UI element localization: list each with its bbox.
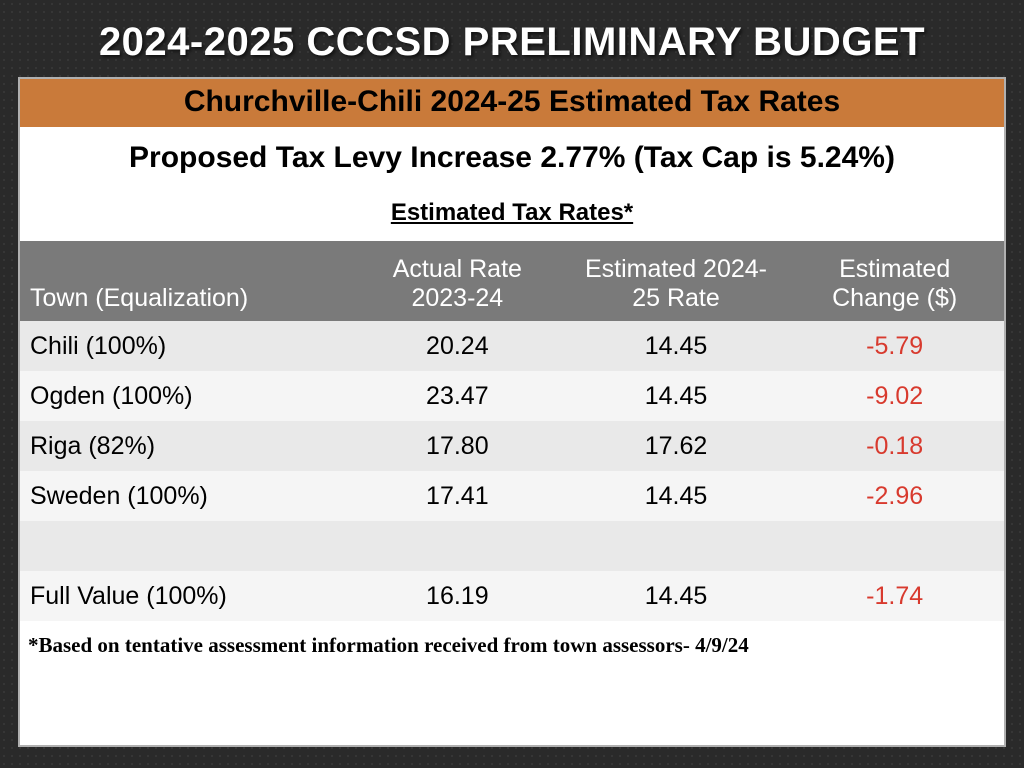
tax-rates-table: Town (Equalization) Actual Rate 2023-24 … bbox=[20, 241, 1004, 621]
cell-change: -1.74 bbox=[785, 571, 1004, 621]
cell-town: Chili (100%) bbox=[20, 321, 348, 371]
table-row: Full Value (100%)16.1914.45-1.74 bbox=[20, 571, 1004, 621]
rates-subtitle: Estimated Tax Rates* bbox=[20, 181, 1004, 241]
cell-change: -9.02 bbox=[785, 371, 1004, 421]
cell-town bbox=[20, 521, 348, 571]
table-header-row: Town (Equalization) Actual Rate 2023-24 … bbox=[20, 241, 1004, 321]
cell-actual: 23.47 bbox=[348, 371, 567, 421]
table-row: Chili (100%)20.2414.45-5.79 bbox=[20, 321, 1004, 371]
col-header-estimated: Estimated 2024-25 Rate bbox=[567, 241, 786, 321]
cell-actual bbox=[348, 521, 567, 571]
cell-actual: 20.24 bbox=[348, 321, 567, 371]
cell-actual: 16.19 bbox=[348, 571, 567, 621]
cell-change: -2.96 bbox=[785, 471, 1004, 521]
cell-estimated: 14.45 bbox=[567, 471, 786, 521]
banner-heading: Churchville-Chili 2024-25 Estimated Tax … bbox=[20, 79, 1004, 127]
col-header-change: Estimated Change ($) bbox=[785, 241, 1004, 321]
cell-estimated: 14.45 bbox=[567, 371, 786, 421]
cell-town: Riga (82%) bbox=[20, 421, 348, 471]
levy-increase-text: Proposed Tax Levy Increase 2.77% (Tax Ca… bbox=[20, 127, 1004, 181]
col-header-town: Town (Equalization) bbox=[20, 241, 348, 321]
cell-estimated: 14.45 bbox=[567, 571, 786, 621]
slide: 2024-2025 CCCSD PRELIMINARY BUDGET Churc… bbox=[0, 0, 1024, 768]
cell-town: Ogden (100%) bbox=[20, 371, 348, 421]
col-header-actual: Actual Rate 2023-24 bbox=[348, 241, 567, 321]
cell-actual: 17.80 bbox=[348, 421, 567, 471]
content-panel: Churchville-Chili 2024-25 Estimated Tax … bbox=[18, 77, 1006, 747]
cell-change: -0.18 bbox=[785, 421, 1004, 471]
cell-actual: 17.41 bbox=[348, 471, 567, 521]
table-row: Ogden (100%)23.4714.45-9.02 bbox=[20, 371, 1004, 421]
cell-change: -5.79 bbox=[785, 321, 1004, 371]
page-title: 2024-2025 CCCSD PRELIMINARY BUDGET bbox=[18, 20, 1006, 65]
cell-town: Sweden (100%) bbox=[20, 471, 348, 521]
footnote-text: *Based on tentative assessment informati… bbox=[20, 621, 1004, 658]
cell-estimated: 14.45 bbox=[567, 321, 786, 371]
cell-town: Full Value (100%) bbox=[20, 571, 348, 621]
cell-estimated bbox=[567, 521, 786, 571]
table-row: Sweden (100%)17.4114.45-2.96 bbox=[20, 471, 1004, 521]
table-row: Riga (82%)17.8017.62-0.18 bbox=[20, 421, 1004, 471]
cell-change bbox=[785, 521, 1004, 571]
table-row bbox=[20, 521, 1004, 571]
cell-estimated: 17.62 bbox=[567, 421, 786, 471]
